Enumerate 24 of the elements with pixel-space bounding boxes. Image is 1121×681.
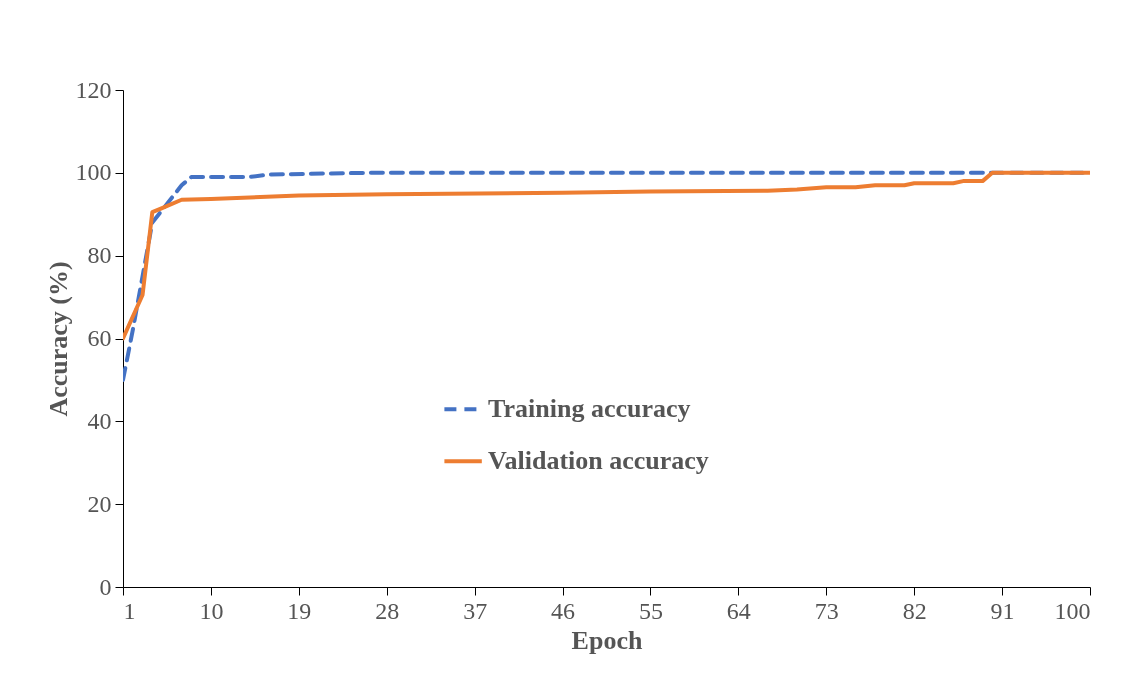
x-tick-label: 55 bbox=[638, 597, 663, 624]
x-tick-label: 91 bbox=[990, 597, 1015, 624]
x-tick-label: 28 bbox=[375, 597, 400, 624]
y-tick-label: 100 bbox=[75, 159, 112, 186]
y-tick-label: 20 bbox=[87, 490, 112, 517]
y-tick-label: 40 bbox=[87, 407, 112, 434]
x-tick-label: 10 bbox=[199, 597, 224, 624]
legend-label: Validation accuracy bbox=[488, 446, 709, 476]
y-tick-label: 120 bbox=[75, 76, 112, 103]
x-tick-label: 19 bbox=[287, 597, 312, 624]
x-tick-label: 46 bbox=[551, 597, 576, 624]
y-axis-title: Accuracy (%) bbox=[43, 261, 73, 417]
line-series bbox=[123, 170, 1090, 341]
x-tick-label: 73 bbox=[814, 597, 839, 624]
x-axis-title: Epoch bbox=[571, 625, 643, 655]
y-tick-label: 80 bbox=[87, 242, 112, 269]
y-tick-label: 0 bbox=[99, 573, 112, 600]
x-tick-label: 37 bbox=[463, 597, 488, 624]
x-tick-label: 64 bbox=[726, 597, 751, 624]
legend-label: Training accuracy bbox=[488, 394, 691, 424]
x-tick-label: 82 bbox=[902, 597, 927, 624]
x-tick-label: 1 bbox=[123, 597, 136, 624]
y-tick-label: 60 bbox=[87, 325, 112, 351]
x-tick-label: 100 bbox=[1054, 597, 1091, 624]
